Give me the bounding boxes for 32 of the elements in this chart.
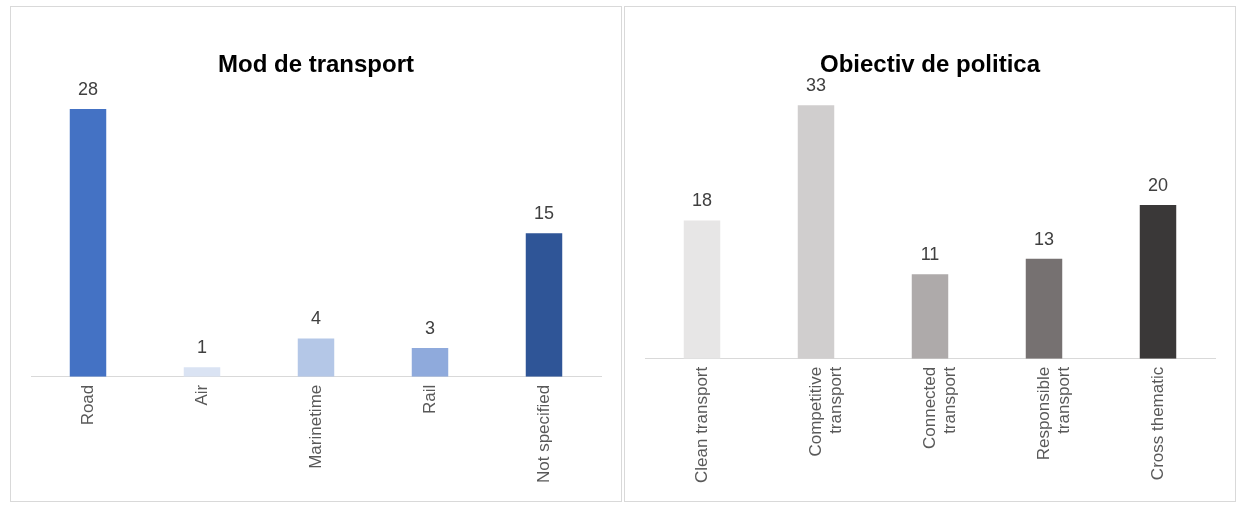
x-tick-label: Road <box>77 384 97 426</box>
data-label: 11 <box>920 244 940 265</box>
data-label: 15 <box>533 203 555 224</box>
bar <box>683 220 721 359</box>
x-tick-label: Responsible transport <box>1033 366 1074 461</box>
data-label: 20 <box>1147 175 1169 196</box>
bar <box>525 233 563 377</box>
x-tick-label: Air <box>191 384 211 406</box>
bar <box>69 108 107 377</box>
data-label: 4 <box>310 308 322 329</box>
data-label: 28 <box>77 78 99 99</box>
bar <box>1139 205 1177 359</box>
bar <box>297 338 335 377</box>
bar <box>411 348 449 377</box>
bar <box>183 367 221 377</box>
x-tick-label: Connected transport <box>919 366 960 450</box>
x-tick-label: Not specified <box>533 384 553 484</box>
chart-title: Obiectiv de politica <box>819 50 1041 78</box>
data-label: 1 <box>196 337 208 358</box>
bar <box>797 105 835 359</box>
x-tick-label: Competitive transport <box>805 366 846 457</box>
data-label: 3 <box>424 318 436 338</box>
data-label: 33 <box>805 75 827 96</box>
chart-title: Mod de transport <box>218 50 414 78</box>
data-label: 13 <box>1033 228 1055 249</box>
data-label: 18 <box>691 190 713 211</box>
x-tick-label: Clean transport <box>691 366 711 484</box>
bar <box>911 274 949 359</box>
x-tick-label: Cross thematic <box>1147 366 1167 481</box>
x-tick-label: Rail <box>419 384 439 415</box>
bar <box>1025 258 1063 359</box>
x-tick-label: Marinetime <box>305 384 325 469</box>
